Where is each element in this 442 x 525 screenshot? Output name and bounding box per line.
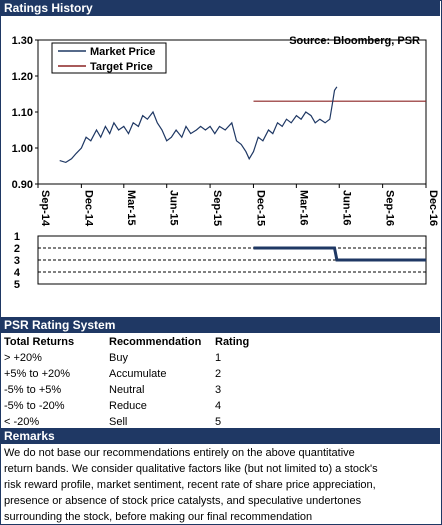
recommendation-cell: Neutral bbox=[109, 384, 145, 396]
returns-cell: -5% to -20% bbox=[4, 400, 65, 412]
ratings-history-header: Ratings History bbox=[0, 0, 440, 16]
price-y-axis: 1.30 1.20 1.10 1.00 0.90 bbox=[12, 35, 38, 191]
rating-y-tick-label: 3 bbox=[14, 255, 20, 267]
returns-cell: < -20% bbox=[4, 416, 40, 428]
legend-box bbox=[51, 42, 167, 74]
rating-y-tick-label: 5 bbox=[14, 279, 20, 291]
x-tick-label: Dec-15 bbox=[254, 190, 266, 226]
returns-cell: -5% to +5% bbox=[4, 384, 62, 396]
remarks-line: We do not base our recommendations entir… bbox=[4, 447, 355, 459]
y-tick-label: 0.90 bbox=[12, 179, 33, 191]
x-tick-label: Jun-16 bbox=[340, 190, 352, 225]
returns-cell: +5% to +20% bbox=[4, 368, 71, 380]
chart-source: Source: Bloomberg, PSR bbox=[289, 35, 420, 47]
remarks-line: presence or absence of stock price catal… bbox=[4, 495, 362, 507]
table-row: -5% to +5% Neutral 3 bbox=[4, 382, 436, 398]
rating-y-tick-label: 4 bbox=[14, 267, 21, 279]
rating-system-table: Total Returns Recommendation Rating > +2… bbox=[4, 334, 436, 430]
rating-cell: 2 bbox=[215, 368, 222, 380]
recommendation-cell: Reduce bbox=[109, 400, 147, 412]
x-tick-label: Dec-14 bbox=[82, 190, 94, 227]
header-rating: Rating bbox=[215, 336, 250, 348]
remarks-line: return bands. We consider qualitative fa… bbox=[4, 463, 378, 475]
recommendation-cell: Buy bbox=[109, 352, 128, 364]
x-tick-label: Mar-16 bbox=[297, 190, 309, 225]
table-row: < -20% Sell 5 bbox=[4, 414, 436, 430]
market-price-line bbox=[59, 86, 338, 164]
legend-market-price-label: Market Price bbox=[90, 46, 155, 58]
legend-target-price-label: Target Price bbox=[90, 61, 153, 73]
table-row: +5% to +20% Accumulate 2 bbox=[4, 366, 436, 382]
header-total-returns: Total Returns bbox=[4, 336, 75, 348]
rating-y-tick-label: 1 bbox=[14, 231, 20, 243]
x-tick-label: Sep-16 bbox=[384, 190, 396, 226]
x-tick-label: Sep-15 bbox=[211, 190, 223, 226]
table-row: > +20% Buy 1 bbox=[4, 350, 436, 366]
remarks-line: risk reward profile, market sentiment, r… bbox=[4, 479, 376, 491]
rating-cell: 3 bbox=[215, 384, 222, 396]
price-legend: Market Price Target Price bbox=[51, 42, 167, 74]
x-tick-label: Dec-16 bbox=[427, 190, 439, 226]
x-tick-label: Sep-14 bbox=[39, 190, 51, 227]
header-recommendation: Recommendation bbox=[109, 336, 202, 348]
y-tick-label: 1.10 bbox=[12, 107, 33, 119]
rating-cell: 1 bbox=[215, 352, 222, 364]
y-tick-label: 1.30 bbox=[12, 35, 33, 47]
rating-system-header: PSR Rating System bbox=[0, 317, 440, 333]
rating-y-tick-label: 2 bbox=[14, 243, 20, 255]
recommendation-cell: Sell bbox=[109, 416, 128, 428]
rating-table-header-row: Total Returns Recommendation Rating bbox=[4, 334, 436, 350]
remarks-header: Remarks bbox=[0, 428, 440, 444]
x-tick-label: Jun-15 bbox=[168, 190, 180, 225]
returns-cell: > +20% bbox=[4, 352, 42, 364]
recommendation-cell: Accumulate bbox=[109, 368, 167, 380]
rating-line bbox=[253, 246, 426, 262]
price-x-axis: Sep-14 Dec-14 Mar-15 Jun-15 Sep-15 Dec-15 Mar-… bbox=[37, 184, 439, 227]
y-tick-label: 1.00 bbox=[12, 143, 33, 155]
remarks-line: surrounding the stock, before making our… bbox=[4, 511, 313, 523]
price-chart: 1.30 1.20 1.10 1.00 0.90 Sep-14 Dec-14 Mar-15 J… bbox=[12, 35, 439, 291]
x-tick-label: Mar-15 bbox=[125, 190, 137, 225]
rating-cell: 4 bbox=[215, 400, 222, 412]
table-row: -5% to -20% Reduce 4 bbox=[4, 398, 436, 414]
y-tick-label: 1.20 bbox=[12, 71, 33, 83]
rating-cell: 5 bbox=[215, 416, 222, 428]
remarks-text: We do not base our recommendations entir… bbox=[4, 445, 440, 525]
